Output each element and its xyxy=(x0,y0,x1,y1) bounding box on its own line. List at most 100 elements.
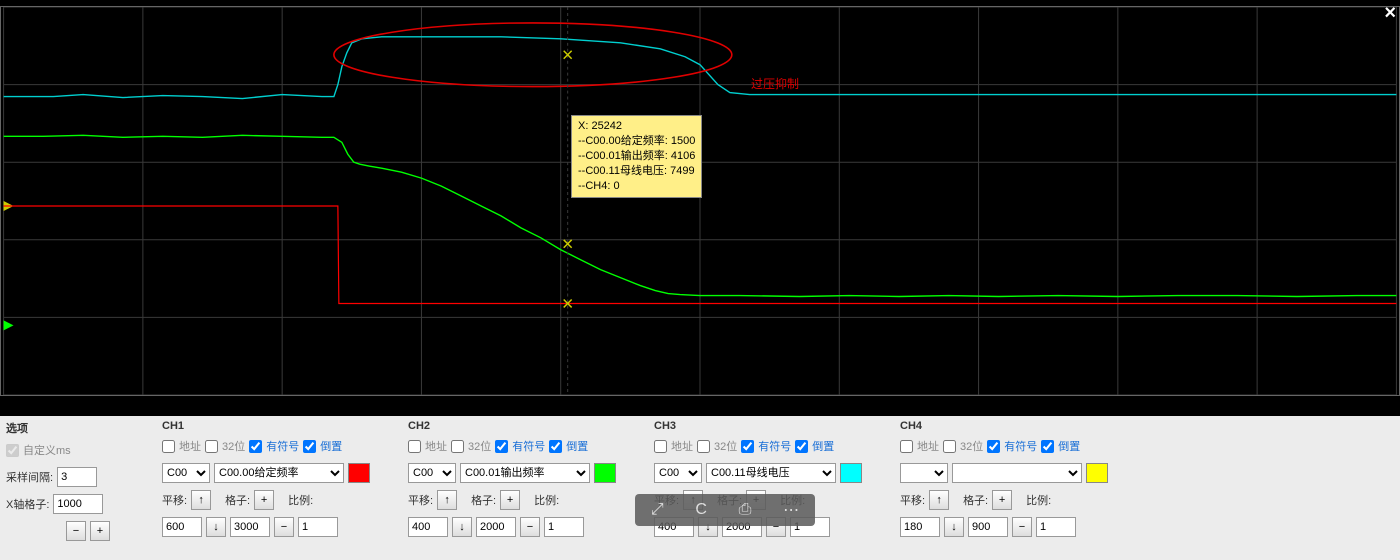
ratio-label: 比例: xyxy=(534,492,559,508)
signed-checkbox[interactable] xyxy=(495,440,508,453)
grid-minus-button[interactable]: − xyxy=(1012,517,1032,537)
x-tick-label: 27311 xyxy=(825,398,855,410)
x-tick-label: 23311 xyxy=(265,398,295,410)
ratio-input[interactable] xyxy=(544,517,584,537)
ratio-input[interactable] xyxy=(1036,517,1076,537)
grid-label: 格子: xyxy=(963,492,988,508)
channel-panel-3: CH3 地址 32位 有符号 倒置 C00 C00.11母线电压 平移:↑ 格子… xyxy=(654,420,894,556)
shift-down-button[interactable]: ↓ xyxy=(452,517,472,537)
register-select[interactable] xyxy=(900,463,948,483)
register-select[interactable]: C00 xyxy=(654,463,702,483)
options-column: 选项 自定义ms 采样间隔: X轴格子: − + xyxy=(6,420,156,556)
bit32-label: 32位 xyxy=(714,438,737,454)
x-tick-label: 22311 xyxy=(125,398,155,410)
grid-input[interactable] xyxy=(968,517,1008,537)
grid-label: 格子: xyxy=(225,492,250,508)
bit32-checkbox[interactable] xyxy=(697,440,710,453)
color-swatch[interactable] xyxy=(348,463,370,483)
custom-ms-label: 自定义ms xyxy=(23,442,71,458)
x-tick-label: 30311 xyxy=(1245,398,1275,410)
grid-label: 格子: xyxy=(471,492,496,508)
signed-label: 有符号 xyxy=(758,438,791,454)
shift-down-button[interactable]: ↓ xyxy=(206,517,226,537)
shift-label: 平移: xyxy=(408,492,433,508)
sample-interval-label: 采样间隔: xyxy=(6,469,53,485)
channel-panel-2: CH2 地址 32位 有符号 倒置 C00 C00.01输出频率 平移:↑ 格子… xyxy=(408,420,648,556)
toolbar-icon[interactable]: ⎙ xyxy=(739,501,752,519)
grid-input[interactable] xyxy=(476,517,516,537)
grid-input[interactable] xyxy=(230,517,270,537)
oscilloscope-chart[interactable]: 过压抑制 X: 25242--C00.00给定频率: 1500--C00.01输… xyxy=(0,6,1400,396)
shift-input[interactable] xyxy=(408,517,448,537)
bit32-checkbox[interactable] xyxy=(943,440,956,453)
addr-label: 地址 xyxy=(179,438,201,454)
inverse-checkbox[interactable] xyxy=(795,440,808,453)
shift-up-button[interactable]: ↑ xyxy=(191,490,211,510)
shift-down-button[interactable]: ↓ xyxy=(944,517,964,537)
x-tick-label: 21311 xyxy=(0,398,15,410)
addr-checkbox[interactable] xyxy=(654,440,667,453)
param-select[interactable] xyxy=(952,463,1082,483)
register-select[interactable]: C00 xyxy=(162,463,210,483)
shift-input[interactable] xyxy=(162,517,202,537)
bit32-checkbox[interactable] xyxy=(451,440,464,453)
inverse-label: 倒置 xyxy=(1058,438,1080,454)
chart-svg[interactable] xyxy=(1,7,1399,395)
close-button[interactable]: × xyxy=(1384,2,1396,25)
inverse-checkbox[interactable] xyxy=(549,440,562,453)
addr-label: 地址 xyxy=(425,438,447,454)
x-tick-label: 25311 xyxy=(545,398,575,410)
bit32-checkbox[interactable] xyxy=(205,440,218,453)
bit32-label: 32位 xyxy=(960,438,983,454)
signed-label: 有符号 xyxy=(1004,438,1037,454)
register-select[interactable]: C00 xyxy=(408,463,456,483)
addr-checkbox[interactable] xyxy=(162,440,175,453)
ratio-label: 比例: xyxy=(288,492,313,508)
signed-label: 有符号 xyxy=(266,438,299,454)
x-grid-minus-button[interactable]: − xyxy=(66,521,86,541)
x-grid-input[interactable] xyxy=(53,494,103,514)
grid-plus-button[interactable]: + xyxy=(992,490,1012,510)
options-header: 选项 xyxy=(6,420,156,436)
custom-ms-checkbox[interactable] xyxy=(6,444,19,457)
param-select[interactable]: C00.00给定频率 xyxy=(214,463,344,483)
x-grid-plus-button[interactable]: + xyxy=(90,521,110,541)
x-tick-label: 24311 xyxy=(405,398,435,410)
channel-panel-1: CH1 地址 32位 有符号 倒置 C00 C00.00给定频率 平移:↑ 格子… xyxy=(162,420,402,556)
shift-label: 平移: xyxy=(162,492,187,508)
grid-plus-button[interactable]: + xyxy=(254,490,274,510)
signed-checkbox[interactable] xyxy=(987,440,1000,453)
inverse-checkbox[interactable] xyxy=(1041,440,1054,453)
signed-checkbox[interactable] xyxy=(741,440,754,453)
param-select[interactable]: C00.01输出频率 xyxy=(460,463,590,483)
toolbar-icon[interactable]: ⤢ xyxy=(651,501,664,519)
channel-header: CH1 xyxy=(162,420,402,432)
ratio-input[interactable] xyxy=(298,517,338,537)
shift-up-button[interactable]: ↑ xyxy=(437,490,457,510)
shift-up-button[interactable]: ↑ xyxy=(929,490,949,510)
x-grid-label: X轴格子: xyxy=(6,496,49,512)
floating-toolbar[interactable]: ⤢ C ⎙ ⋯ xyxy=(635,494,815,526)
color-swatch[interactable] xyxy=(840,463,862,483)
signed-label: 有符号 xyxy=(512,438,545,454)
x-tick-label: 31311 xyxy=(1385,398,1400,410)
channel-header: CH2 xyxy=(408,420,648,432)
param-select[interactable]: C00.11母线电压 xyxy=(706,463,836,483)
grid-minus-button[interactable]: − xyxy=(274,517,294,537)
grid-minus-button[interactable]: − xyxy=(520,517,540,537)
addr-label: 地址 xyxy=(671,438,693,454)
toolbar-icon[interactable]: C xyxy=(695,501,707,519)
inverse-label: 倒置 xyxy=(566,438,588,454)
channels-container: CH1 地址 32位 有符号 倒置 C00 C00.00给定频率 平移:↑ 格子… xyxy=(162,420,1140,556)
signed-checkbox[interactable] xyxy=(249,440,262,453)
addr-checkbox[interactable] xyxy=(408,440,421,453)
control-panel: 选项 自定义ms 采样间隔: X轴格子: − + CH1 地址 32位 有符号 … xyxy=(0,416,1400,560)
shift-input[interactable] xyxy=(900,517,940,537)
color-swatch[interactable] xyxy=(594,463,616,483)
inverse-checkbox[interactable] xyxy=(303,440,316,453)
toolbar-icon[interactable]: ⋯ xyxy=(783,500,799,520)
color-swatch[interactable] xyxy=(1086,463,1108,483)
addr-checkbox[interactable] xyxy=(900,440,913,453)
sample-interval-input[interactable] xyxy=(57,467,97,487)
grid-plus-button[interactable]: + xyxy=(500,490,520,510)
